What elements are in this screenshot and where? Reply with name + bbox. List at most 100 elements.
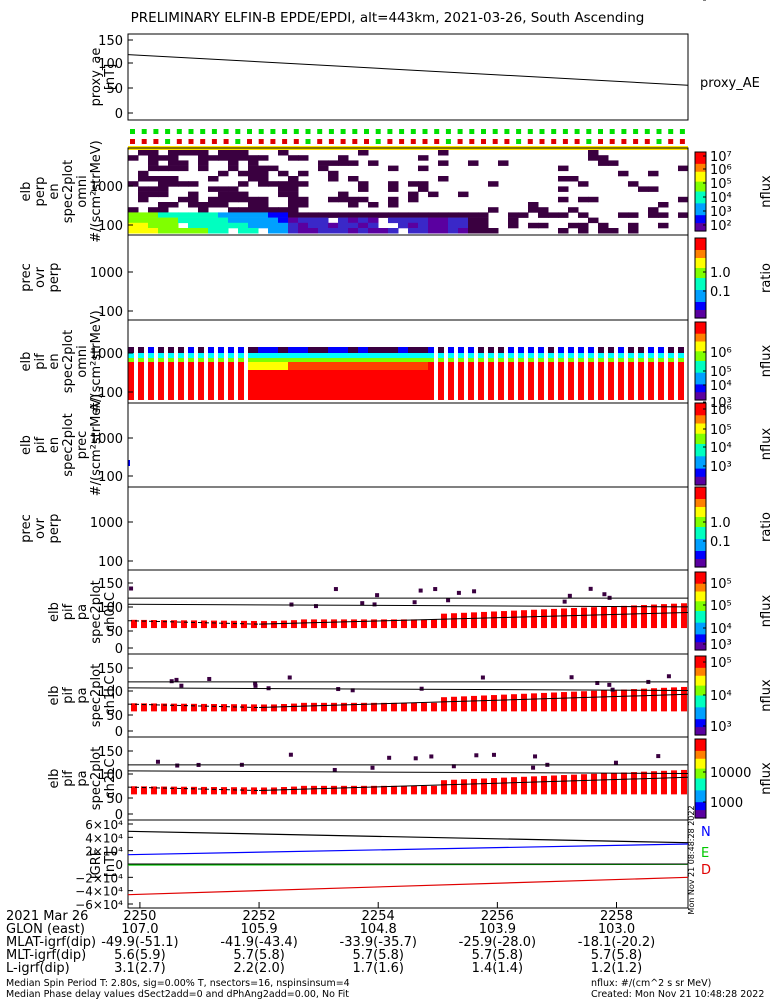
heatmap-cell (268, 222, 279, 229)
colorbar-swatch (695, 292, 706, 295)
heatmap-cell (658, 202, 669, 208)
heatmap-cell (218, 191, 229, 198)
colorbar-swatch (695, 431, 706, 435)
status-mark-red (668, 139, 674, 144)
colorbar-swatch (695, 727, 706, 730)
heatmap-cell (518, 212, 529, 218)
colorbar-swatch (695, 679, 706, 683)
heatmap-cell (178, 196, 189, 203)
status-mark-red (188, 139, 194, 144)
colorbar-pa_ch1: 10⁵ 10⁴ 10³ nflux (694, 655, 774, 736)
heatmap-cell (358, 358, 369, 362)
heatmap-cell (538, 353, 544, 358)
heatmap-cell (228, 186, 239, 192)
heatmap-cell (168, 176, 179, 182)
heatmap-cell (628, 362, 634, 400)
colorbar-swatch (695, 223, 706, 226)
heatmap-cell (358, 228, 369, 234)
status-mark-red (562, 139, 568, 144)
pa-cell (681, 686, 687, 712)
status-mark-red (539, 139, 545, 144)
status-mark-green (340, 129, 346, 134)
pa-cell (175, 763, 180, 768)
heatmap-cell (588, 217, 599, 224)
heatmap-cell (258, 170, 269, 177)
pa-cell (411, 619, 417, 629)
heatmap-cell (398, 362, 409, 400)
heatmap-cell (288, 353, 299, 358)
heatmap-cell (528, 202, 539, 208)
heatmap-cell (258, 155, 269, 161)
heatmap-cell (248, 222, 259, 229)
heatmap-cell (618, 347, 624, 353)
heatmap-cell (258, 347, 269, 353)
colorbar-swatch (695, 671, 706, 675)
pa-cell (481, 611, 487, 629)
heatmap-cell (428, 362, 434, 400)
proxy-ae-line (127, 54, 689, 86)
colorbar-swatch (695, 310, 706, 313)
heatmap-cell (638, 358, 644, 362)
heatmap-cell (218, 362, 224, 400)
heatmap-cell (328, 347, 339, 353)
colorbar-swatch (695, 597, 706, 600)
heatmap-cell (138, 222, 149, 229)
colorbar-tick-label: 1000 (710, 796, 743, 811)
heatmap-cell (138, 353, 144, 358)
colorbar-swatch (695, 394, 706, 397)
pa-cell (541, 609, 547, 629)
heatmap-cell (228, 207, 239, 213)
heatmap-cell (138, 358, 144, 362)
heatmap-cell (228, 347, 234, 353)
status-mark-red (141, 139, 147, 144)
pa-cell (631, 689, 637, 712)
footer-created: Created: Mon Nov 21 10:48:28 2022 (591, 989, 765, 1000)
heatmap-cell (148, 362, 154, 400)
heatmap-cell (348, 196, 359, 203)
colorbar-swatch (695, 605, 706, 608)
ytick-label: 50 (106, 792, 123, 807)
heatmap-cell (178, 228, 189, 234)
heatmap-cell (668, 353, 674, 358)
pa-cell (151, 620, 157, 629)
pa-cell (281, 787, 287, 795)
heatmap-cell (278, 186, 289, 192)
heatmap-cell (208, 222, 219, 229)
x-row-label: GLON (east) (6, 922, 85, 937)
ytick-label: 50 (106, 625, 123, 640)
ylabel-line: elb (19, 352, 34, 372)
xtick-value: 2256 (481, 909, 514, 924)
heatmap-cell (348, 176, 359, 182)
heatmap-cell (378, 358, 389, 362)
status-mark-green (633, 129, 639, 134)
status-mark-green (305, 129, 311, 134)
loss-cone-dashed (127, 620, 260, 625)
heatmap-cell (178, 160, 189, 166)
heatmap-cell (278, 181, 289, 187)
colorbar-swatch (695, 707, 706, 710)
pa-cell (413, 756, 418, 761)
heatmap-cell (288, 362, 299, 400)
ytick-label: 50 (106, 709, 123, 724)
colorbar-swatch (695, 591, 706, 595)
status-strips (128, 129, 688, 150)
heatmap-cells (128, 460, 130, 466)
pa-cell (588, 586, 593, 591)
heatmap-cell (638, 347, 644, 353)
heatmap-cell (448, 347, 454, 353)
pa-cell (601, 606, 607, 629)
ylabel-line: pa (75, 687, 90, 703)
colorbar-swatch (695, 314, 706, 317)
heatmap-cell (198, 228, 209, 234)
pa-cell (611, 606, 617, 629)
colorbar-swatch (695, 437, 706, 441)
status-mark-red (305, 139, 311, 144)
colorbar-tick-label: 0.1 (710, 535, 731, 550)
pa-cells (129, 586, 687, 629)
heatmap-cell (278, 347, 289, 353)
colorbar-prec_ovr_perp_2: 1.0 0.1 ratio (694, 486, 774, 568)
colorbar-swatch (695, 361, 706, 364)
pa-cell (207, 676, 212, 681)
heatmap-cell (238, 212, 249, 218)
colorbar-swatch (695, 191, 706, 195)
